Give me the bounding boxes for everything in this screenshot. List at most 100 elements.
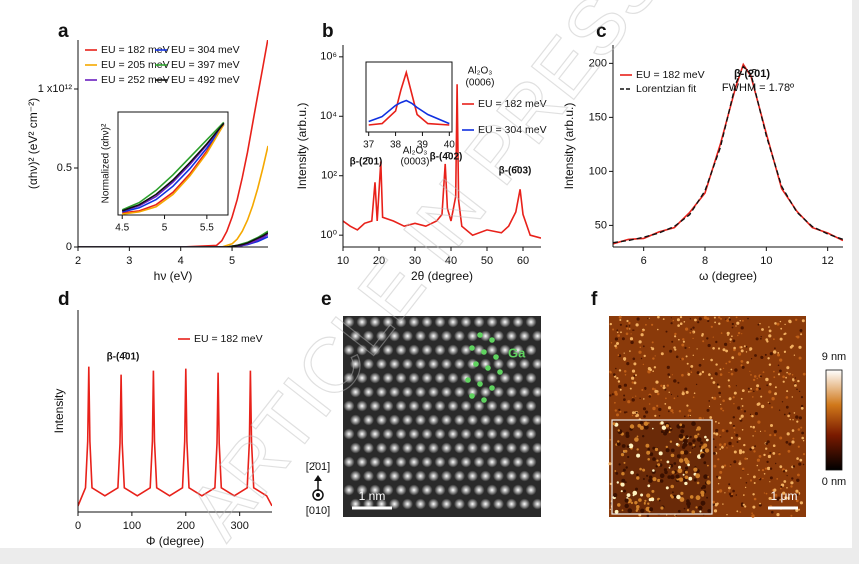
- afm-grain: [712, 347, 715, 350]
- afm-grain: [741, 333, 743, 335]
- afm-grain: [729, 341, 731, 344]
- atom: [499, 400, 511, 412]
- atom: [480, 442, 491, 454]
- afm-grain: [749, 479, 753, 482]
- afm-grain: [802, 463, 805, 466]
- afm-grain: [753, 475, 756, 479]
- afm-grain: [609, 438, 612, 441]
- atom: [389, 442, 400, 454]
- afm-grain: [623, 352, 625, 354]
- atom: [519, 470, 530, 482]
- atom: [402, 498, 413, 510]
- afm-grain: [657, 328, 659, 331]
- series-line: [122, 123, 225, 213]
- direction-ring: [312, 489, 324, 501]
- atom: [519, 442, 530, 454]
- afm-inset-grain: [636, 473, 639, 477]
- afm-grain: [775, 462, 777, 465]
- afm-inset-grain: [693, 467, 698, 472]
- afm-grain: [742, 450, 745, 454]
- afm-grain: [710, 377, 713, 380]
- panel-label: f: [591, 289, 598, 310]
- afm-grain: [662, 386, 666, 390]
- atom: [428, 358, 439, 370]
- afm-grain: [712, 438, 715, 441]
- afm-grain: [733, 403, 735, 405]
- afm-grain: [736, 321, 740, 325]
- afm-grain: [765, 492, 768, 495]
- atom: [343, 484, 355, 496]
- atom: [447, 316, 459, 328]
- atom: [532, 386, 543, 398]
- afm-inset-grain: [687, 463, 690, 467]
- atom: [486, 428, 498, 440]
- afm-inset-grain: [639, 467, 642, 471]
- afm-grain: [619, 319, 622, 321]
- afm-grain: [681, 392, 685, 396]
- afm-inset-grain: [623, 461, 626, 464]
- afm-inset-grain: [670, 474, 675, 480]
- afm-grain: [749, 349, 751, 352]
- afm-grain: [685, 390, 689, 394]
- afm-grain: [692, 337, 694, 340]
- afm-grain: [721, 465, 725, 469]
- atom: [441, 330, 452, 342]
- afm-grain: [793, 509, 795, 511]
- afm-grain: [663, 384, 666, 387]
- afm-grain: [724, 492, 726, 494]
- afm-grain: [652, 370, 654, 373]
- afm-inset-grain: [670, 484, 674, 489]
- afm-inset-grain: [667, 475, 671, 479]
- afm-grain: [783, 480, 787, 483]
- afm-inset-grain: [681, 445, 686, 449]
- afm-inset-grain: [706, 480, 711, 485]
- atom: [447, 456, 459, 468]
- atom: [447, 344, 459, 356]
- afm-grain: [722, 409, 725, 412]
- afm-grain: [786, 390, 789, 393]
- atom: [519, 330, 530, 342]
- afm-grain: [749, 448, 752, 451]
- afm-grain: [711, 396, 714, 399]
- afm-inset-grain: [634, 501, 638, 505]
- afm-grain: [702, 417, 704, 419]
- legend-label: EU = 205 meV: [101, 59, 170, 71]
- afm-grain: [726, 447, 728, 449]
- afm-grain: [641, 389, 644, 391]
- afm-inset-grain: [648, 478, 653, 483]
- x-tick-label: 4: [178, 255, 184, 267]
- atom: [382, 372, 394, 384]
- afm-grain: [722, 348, 726, 352]
- y-tick-label: 100: [589, 165, 607, 177]
- afm-grain: [786, 366, 790, 370]
- afm-inset-grain: [703, 461, 707, 465]
- afm-grain: [648, 403, 651, 405]
- afm-inset-grain: [692, 444, 695, 447]
- afm-grain: [792, 465, 796, 468]
- direction-dot: [316, 493, 320, 497]
- x-tick-label: 5: [229, 255, 235, 267]
- afm-grain: [738, 449, 743, 453]
- afm-grain: [752, 505, 756, 509]
- afm-grain: [728, 385, 730, 387]
- x-tick-label: 40: [444, 140, 456, 151]
- ga-marker: [481, 349, 487, 355]
- afm-inset-grain: [696, 437, 702, 442]
- atom: [421, 484, 433, 496]
- afm-grain: [609, 482, 612, 485]
- afm-grain: [728, 486, 731, 490]
- afm-grain: [614, 409, 617, 412]
- afm-grain: [741, 389, 745, 392]
- afm-grain: [666, 384, 669, 387]
- afm-grain: [722, 367, 725, 370]
- afm-grain: [798, 462, 802, 466]
- atom: [402, 442, 413, 454]
- afm-grain: [728, 490, 730, 492]
- atom: [512, 372, 524, 384]
- atom: [402, 470, 413, 482]
- afm-grain: [735, 316, 738, 319]
- afm-grain: [791, 440, 795, 444]
- afm-inset-grain: [636, 505, 640, 509]
- afm-grain: [729, 465, 731, 467]
